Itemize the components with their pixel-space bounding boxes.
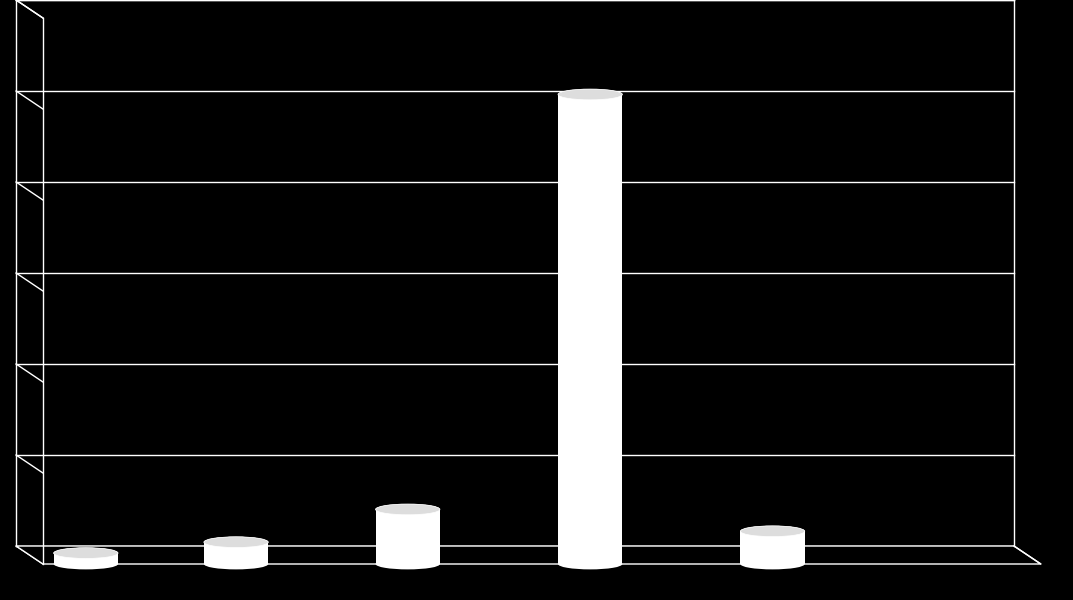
Polygon shape [16,0,1014,546]
Ellipse shape [376,504,440,515]
Bar [204,542,268,564]
Ellipse shape [54,559,118,569]
Ellipse shape [740,559,805,569]
Ellipse shape [54,548,118,559]
Ellipse shape [376,559,440,569]
Bar [740,531,805,564]
Ellipse shape [54,548,118,559]
Ellipse shape [204,537,268,548]
Ellipse shape [740,526,805,536]
Ellipse shape [558,89,622,100]
Ellipse shape [376,504,440,515]
Bar [558,94,622,564]
Ellipse shape [558,89,622,100]
Ellipse shape [204,559,268,569]
Ellipse shape [558,559,622,569]
Ellipse shape [740,526,805,536]
Polygon shape [16,546,1041,564]
Bar [54,553,118,564]
Bar [376,509,440,564]
Ellipse shape [204,537,268,548]
